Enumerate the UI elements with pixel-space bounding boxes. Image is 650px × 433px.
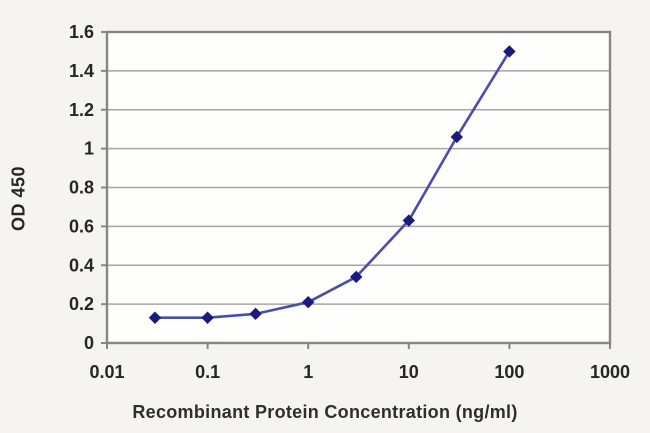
x-tick-label: 1000 <box>590 362 630 382</box>
x-axis-title: Recombinant Protein Concentration (ng/ml… <box>132 402 518 422</box>
data-point-marker <box>402 214 416 227</box>
y-tick-label: 0.2 <box>69 294 94 314</box>
x-tick-label: 10 <box>399 362 419 382</box>
x-tick-label: 0.1 <box>195 362 220 382</box>
series-line <box>154 50 511 320</box>
data-point-marker <box>349 270 363 284</box>
data-point-marker <box>301 295 315 309</box>
axis-frame <box>105 30 612 345</box>
data-point-marker <box>503 45 516 58</box>
x-tick-label: 100 <box>494 362 524 382</box>
y-tick-label: 0.8 <box>69 178 94 198</box>
y-tick-label: 1 <box>84 139 94 159</box>
x-tick-label: 1 <box>303 362 313 382</box>
y-tick-label: 0.4 <box>69 255 94 275</box>
x-tick-label: 0.01 <box>89 362 124 382</box>
y-tick-label: 0 <box>84 333 94 353</box>
data-point-marker <box>450 130 464 144</box>
y-tick-label: 1.4 <box>69 61 94 81</box>
y-tick-label: 1.6 <box>69 22 94 42</box>
y-axis-title: OD 450 <box>8 165 29 232</box>
data-point-marker <box>249 307 262 321</box>
y-tick-label: 0.6 <box>69 216 94 236</box>
data-point-marker <box>148 311 162 324</box>
data-point-marker <box>201 311 214 324</box>
y-tick-label: 1.2 <box>69 100 94 120</box>
